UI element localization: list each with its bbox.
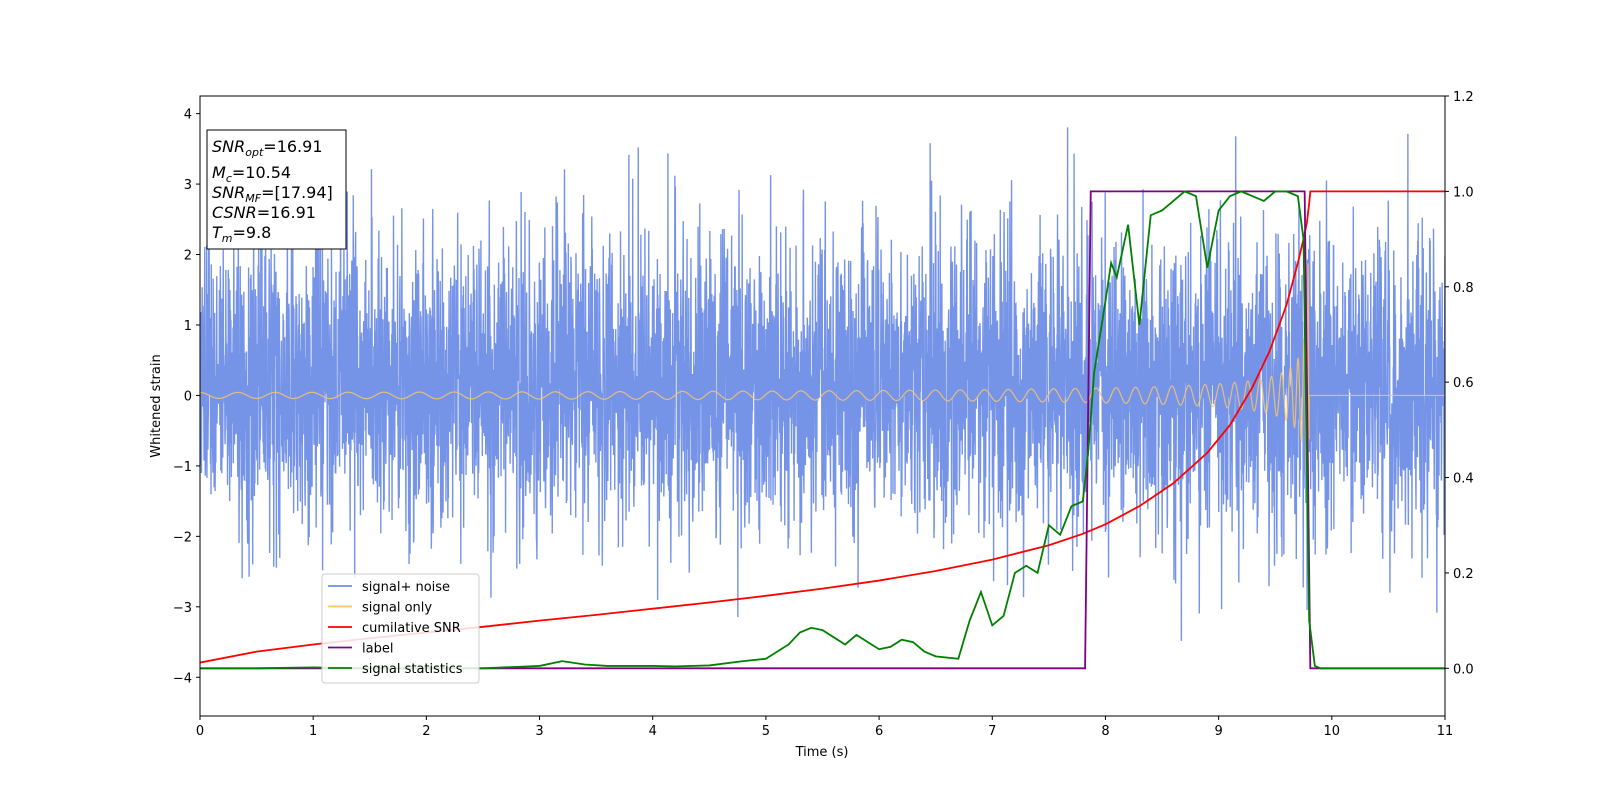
info-snr-mf: SNRMF=[17.94] bbox=[212, 183, 333, 205]
info-csnr: CSNR=16.91 bbox=[212, 203, 316, 222]
y2-tick-label: 0.6 bbox=[1453, 376, 1474, 391]
x-tick-label: 9 bbox=[1214, 724, 1222, 739]
x-axis-label: Time (s) bbox=[795, 745, 849, 760]
y-axis-ticks: 4 3 2 1 0 −1 −2 −3 −4 bbox=[173, 108, 200, 686]
legend-label: signal only bbox=[362, 601, 432, 616]
legend-items: signal+ noise signal only cumilative SNR la… bbox=[328, 580, 463, 677]
y2-tick-label: 0.8 bbox=[1453, 281, 1474, 296]
y-tick-label: −3 bbox=[173, 601, 192, 616]
x-axis-ticks: 0 1 2 3 4 5 6 7 8 9 10 11 bbox=[196, 716, 1453, 739]
series-line-signal-noise bbox=[200, 127, 1445, 641]
legend-label: label bbox=[362, 642, 393, 657]
x-tick-label: 5 bbox=[762, 724, 770, 739]
info-box: SNRopt=16.91 Mc=10.54 SNRMF=[17.94] CSNR… bbox=[206, 129, 347, 250]
legend-label: signal+ noise bbox=[362, 580, 450, 595]
x-tick-label: 2 bbox=[422, 724, 430, 739]
legend-label: signal statistics bbox=[362, 662, 463, 677]
y2-tick-label: 0.0 bbox=[1453, 662, 1474, 677]
x-tick-label: 8 bbox=[1101, 724, 1109, 739]
info-mc: Mc=10.54 bbox=[212, 163, 291, 185]
series-layer bbox=[200, 127, 1445, 670]
x-tick-label: 6 bbox=[875, 724, 883, 739]
series-line-signal-statistics bbox=[200, 190, 1445, 670]
y-tick-label: −1 bbox=[173, 460, 192, 475]
y-tick-label: 2 bbox=[184, 249, 192, 264]
y2-tick-label: 1.2 bbox=[1453, 90, 1474, 105]
legend-label: cumilative SNR bbox=[362, 621, 461, 636]
x-tick-label: 4 bbox=[649, 724, 657, 739]
y-tick-label: 4 bbox=[184, 108, 192, 123]
legend: signal+ noise signal only cumilative SNR la… bbox=[321, 573, 480, 684]
x-tick-label: 11 bbox=[1437, 724, 1454, 739]
info-box-frame bbox=[206, 129, 347, 250]
info-snr-opt: SNRopt=16.91 bbox=[212, 137, 323, 159]
x-tick-label: 10 bbox=[1324, 724, 1341, 739]
x-tick-label: 7 bbox=[988, 724, 996, 739]
plot-frame bbox=[199, 95, 1446, 717]
x-tick-label: 1 bbox=[309, 724, 317, 739]
y-tick-label: 3 bbox=[184, 178, 192, 193]
y-axis-label: Whitened strain bbox=[149, 354, 164, 457]
series-line-signal-only bbox=[200, 263, 1445, 474]
y-tick-label: 0 bbox=[184, 389, 192, 404]
y-tick-label: −4 bbox=[173, 671, 192, 686]
y2-tick-label: 0.2 bbox=[1453, 567, 1474, 582]
y2-tick-label: 1.0 bbox=[1453, 185, 1474, 200]
x-tick-label: 0 bbox=[196, 724, 204, 739]
y2-axis-ticks: 1.2 1.0 0.8 0.6 0.4 0.2 0.0 bbox=[1445, 90, 1474, 677]
y-tick-label: 1 bbox=[184, 319, 192, 334]
series-line-cumilative-snr bbox=[200, 190, 1445, 664]
y2-tick-label: 0.4 bbox=[1453, 472, 1474, 487]
legend-frame bbox=[321, 573, 480, 684]
x-tick-label: 3 bbox=[535, 724, 543, 739]
info-tm: Tm=9.8 bbox=[212, 223, 271, 245]
y-tick-label: −2 bbox=[173, 530, 192, 545]
